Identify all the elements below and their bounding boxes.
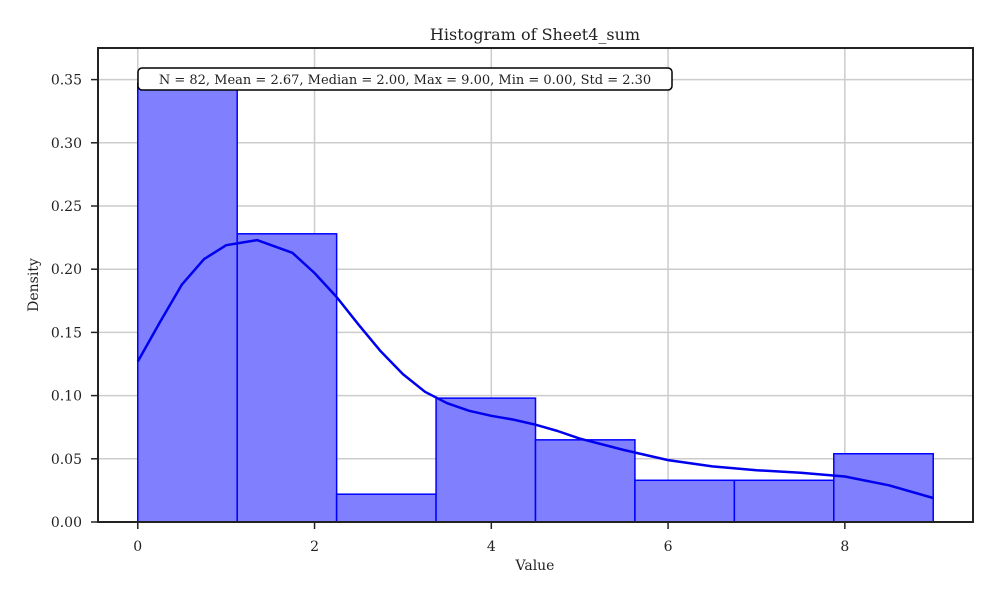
histogram-bar xyxy=(634,479,736,523)
stats-box: N = 82, Mean = 2.67, Median = 2.00, Max … xyxy=(137,67,673,91)
x-tick-label: 4 xyxy=(487,539,496,555)
x-axis-title: Value xyxy=(515,558,555,574)
y-tick-label: 0.10 xyxy=(51,389,82,405)
y-tick-label: 0.05 xyxy=(51,452,82,468)
histogram-bar xyxy=(833,452,934,523)
chart-title: Histogram of Sheet4_sum xyxy=(430,25,640,44)
x-tick-label: 0 xyxy=(133,539,142,555)
y-tick-label: 0.00 xyxy=(51,515,82,531)
histogram-bars xyxy=(137,82,934,523)
y-tick-label: 0.25 xyxy=(51,199,82,215)
y-tick-label: 0.35 xyxy=(51,73,82,89)
histogram-bar xyxy=(435,397,537,523)
histogram-bar xyxy=(335,493,437,523)
kde-curve xyxy=(136,238,934,500)
y-tick-label: 0.20 xyxy=(51,262,82,278)
y-tick-label: 0.15 xyxy=(51,325,82,341)
histogram-bar xyxy=(137,82,238,523)
axis-ticks: 0 2 4 6 8 0.00 0.05 0.10 0.15 0.20 0.25 0.30 0.35 xyxy=(51,73,849,555)
histogram-bar xyxy=(534,439,636,523)
kde-curve-layer xyxy=(136,238,934,500)
x-tick-label: 2 xyxy=(310,539,319,555)
y-axis-title: Density xyxy=(26,258,42,312)
stats-label: N = 82, Mean = 2.67, Median = 2.00, Max … xyxy=(159,73,651,88)
x-tick-label: 8 xyxy=(840,539,849,555)
histogram-bar xyxy=(733,479,835,523)
histogram-bar xyxy=(236,233,338,523)
plot-frame xyxy=(97,47,974,523)
stats-box-frame xyxy=(137,67,673,91)
x-tick-label: 6 xyxy=(664,539,673,555)
y-tick-label: 0.30 xyxy=(51,136,82,152)
